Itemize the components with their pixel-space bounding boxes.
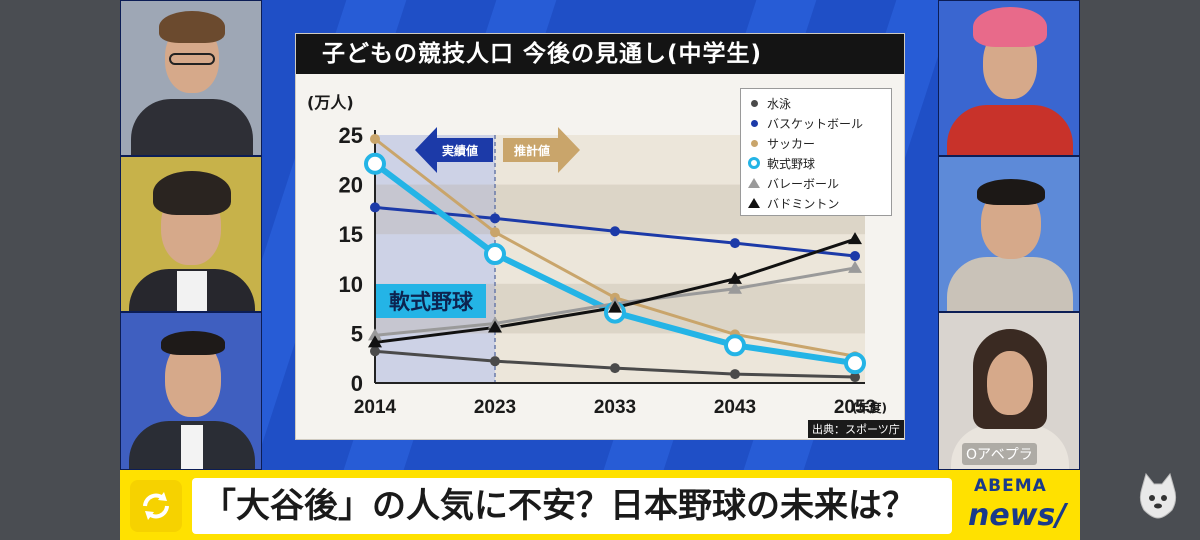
chart-title: 子どもの競技人口 今後の見通し(中学生)	[296, 34, 904, 74]
legend-marker	[747, 116, 761, 130]
legend-marker	[747, 96, 761, 110]
y-tick-label: 20	[339, 173, 363, 198]
x-tick-label: 2033	[594, 397, 636, 418]
data-point	[610, 363, 620, 374]
legend-label: 水泳	[767, 96, 792, 111]
data-point	[370, 346, 380, 357]
legend-label: バレーボール	[767, 176, 840, 191]
x-tick-label: 2053	[834, 397, 876, 418]
source-box	[808, 420, 904, 438]
data-point	[370, 202, 380, 213]
brand-line-2: news/	[968, 498, 1067, 533]
x-axis-unit: (年度)	[852, 400, 887, 415]
data-point	[364, 152, 386, 175]
legend-item: 軟式野球	[747, 153, 885, 173]
highlight-box	[376, 284, 486, 318]
data-point	[488, 320, 502, 333]
y-tick-label: 15	[339, 222, 363, 247]
panelist-left-1	[120, 0, 262, 156]
forecast-label: 推計値	[514, 143, 550, 158]
legend-label: バドミントン	[767, 196, 840, 211]
panelist-left-2	[120, 156, 262, 312]
legend-marker	[747, 176, 761, 190]
x-tick-label: 2023	[474, 397, 516, 418]
legend-item: サッカー	[747, 133, 885, 153]
legend-item: バドミントン	[747, 193, 885, 213]
y-tick-label: 10	[339, 272, 363, 297]
legend-marker	[747, 156, 761, 170]
legend-item: バスケットボール	[747, 113, 885, 133]
data-point	[368, 328, 382, 341]
forecast-arrow	[503, 127, 580, 173]
legend-marker	[747, 136, 761, 150]
panelist-right-2	[938, 156, 1080, 312]
data-point	[490, 213, 500, 224]
legend-label: バスケットボール	[767, 116, 864, 131]
data-point	[850, 372, 860, 383]
actual-arrow	[415, 127, 493, 173]
x-tick-label: 2043	[714, 397, 756, 418]
actual-region	[375, 135, 495, 383]
source-label: 出典：スポーツ庁	[812, 422, 900, 436]
refresh-icon	[130, 480, 182, 532]
y-tick-label: 5	[351, 321, 363, 346]
data-point	[724, 334, 746, 357]
y-tick-label: 0	[351, 371, 363, 396]
legend-marker	[747, 196, 761, 210]
data-point	[850, 251, 860, 262]
x-tick-label: 2014	[354, 397, 397, 418]
ticker-headline: 「大谷後」の人気に不安？日本野球の未来は？	[192, 478, 952, 534]
y-tick-label: 25	[339, 123, 363, 148]
highlight-label: 軟式野球	[389, 290, 474, 314]
data-point	[730, 238, 740, 249]
data-point	[368, 335, 382, 348]
abema-news-logo: ABEMA news/	[956, 470, 1080, 540]
data-point	[490, 356, 500, 367]
data-point	[490, 227, 500, 238]
data-point	[730, 369, 740, 380]
mascot-icon	[1134, 470, 1182, 522]
data-point	[728, 271, 742, 284]
data-point	[728, 281, 742, 294]
camera-label: Oアベプラ	[962, 443, 1037, 465]
data-point	[484, 243, 506, 266]
y-axis-unit: (万人)	[307, 93, 354, 112]
data-point	[848, 260, 862, 273]
data-point	[610, 226, 620, 237]
data-point	[844, 352, 866, 375]
news-ticker: 「大谷後」の人気に不安？日本野球の未来は？ ABEMA news/	[120, 470, 1080, 540]
brand-line-1: ABEMA	[974, 476, 1047, 496]
panelist-right-3	[938, 312, 1080, 470]
data-point	[370, 133, 380, 144]
actual-label: 実績値	[442, 143, 478, 158]
legend-item: バレーボール	[747, 173, 885, 193]
panelist-left-3	[120, 312, 262, 470]
panelist-right-1	[938, 0, 1080, 156]
chart-legend: 水泳バスケットボール サッカー軟式野球バレーボール バドミントン	[740, 88, 892, 216]
legend-item: 水泳	[747, 93, 885, 113]
legend-label: 軟式野球	[767, 156, 816, 171]
data-point	[608, 300, 622, 313]
data-point	[848, 232, 862, 245]
legend-label: サッカー	[767, 136, 816, 151]
